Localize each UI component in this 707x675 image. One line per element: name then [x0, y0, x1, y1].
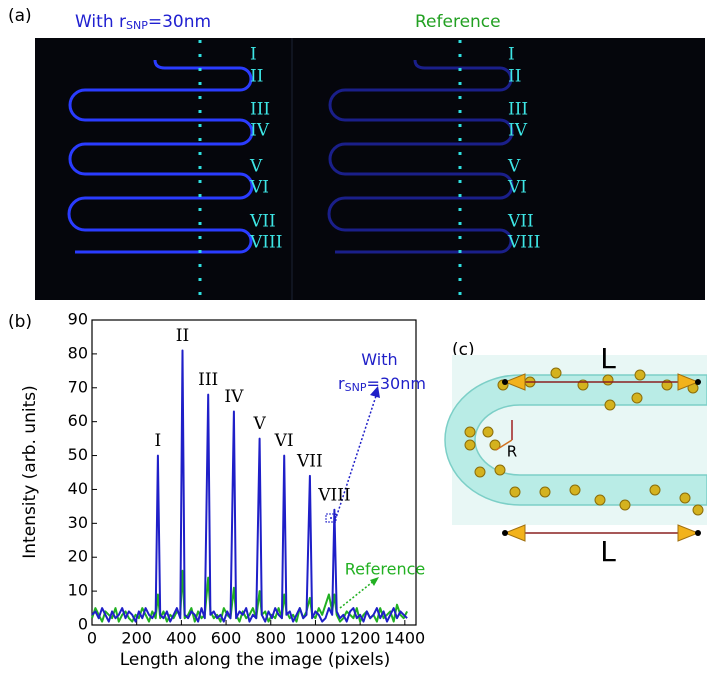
sphere: [464, 426, 476, 438]
sphere: [569, 484, 581, 496]
sphere: [602, 374, 614, 386]
arrow-head: [370, 577, 379, 586]
peak-label: II: [176, 326, 189, 346]
x-tick-label: 200: [121, 629, 152, 648]
sphere: [539, 486, 551, 498]
nanoparticles: [464, 367, 704, 516]
marker-label: II: [508, 67, 521, 87]
waveguide-reference: [327, 59, 514, 254]
marker-label: IV: [250, 121, 270, 141]
x-tick-label: 1400: [384, 629, 425, 648]
x-tick-label: 800: [255, 629, 286, 648]
plot-frame: [91, 319, 417, 626]
panel-label: (a): [8, 6, 32, 26]
marker-label: III: [250, 100, 270, 120]
panel-label: (b): [8, 312, 32, 332]
legend-label: With rSNP=30nm: [338, 350, 426, 395]
marker-label: I: [250, 45, 257, 65]
sphere: [649, 484, 661, 496]
peak-label: III: [198, 370, 218, 390]
marker-label: II: [250, 67, 263, 87]
image-background: [35, 38, 705, 300]
sphere: [509, 486, 521, 498]
y-tick-label: 80: [68, 343, 88, 362]
peak-label: I: [155, 431, 162, 451]
marker-label: III: [508, 100, 528, 120]
sphere: [631, 392, 643, 404]
marker-label: VII: [249, 212, 276, 232]
length-label: L: [600, 535, 616, 568]
sphere: [550, 367, 562, 379]
marker-label: VIII: [249, 233, 282, 253]
y-tick-label: 90: [68, 310, 88, 329]
waveguide: [67, 59, 254, 254]
sphere: [474, 466, 486, 478]
peak-label: VI: [274, 431, 294, 451]
peak-label: VIII: [317, 485, 350, 505]
marker-label: VI: [249, 178, 269, 198]
sphere: [494, 464, 506, 476]
y-tick-label: 70: [68, 377, 88, 396]
x-tick-label: 1000: [295, 629, 336, 648]
y-tick-label: 40: [68, 479, 88, 498]
marker-label: I: [508, 45, 515, 65]
y-tick-label: 60: [68, 411, 88, 430]
y-tick-label: 50: [68, 445, 88, 464]
arrow-head: [370, 386, 380, 398]
annotation-arrow: [339, 579, 376, 609]
y-axis-label: Intensity (arb. units): [20, 385, 40, 558]
peak-label: VII: [296, 451, 323, 471]
y-tick-label: 20: [68, 547, 88, 566]
marker-label: V: [507, 157, 521, 177]
marker-label: VIII: [507, 233, 540, 253]
series-line: [91, 569, 408, 623]
annotation-box: [325, 513, 337, 523]
sphere: [692, 504, 704, 516]
length-arrow: [502, 373, 701, 391]
sphere: [634, 369, 646, 381]
sphere: [482, 426, 494, 438]
sphere: [489, 439, 501, 451]
x-tick-label: 400: [166, 629, 197, 648]
radius-arrow: [495, 439, 513, 451]
legend-label: Reference: [345, 560, 426, 579]
sphere: [464, 439, 476, 451]
x-axis-label: Length along the image (pixels): [120, 650, 391, 670]
image-title: With rSNP=30nm: [75, 12, 211, 32]
sphere: [619, 499, 631, 511]
x-tick-label: 1200: [340, 629, 381, 648]
y-tick-label: 0: [78, 615, 88, 634]
peak-label: V: [252, 414, 266, 434]
y-tick-label: 10: [68, 581, 88, 600]
length-label: L: [600, 342, 616, 375]
marker-label: IV: [508, 121, 528, 141]
sphere: [679, 492, 691, 504]
y-tick-label: 30: [68, 513, 88, 532]
peak-label: IV: [224, 387, 244, 407]
x-tick-label: 0: [87, 629, 97, 648]
sphere: [604, 399, 616, 411]
x-tick-label: 600: [211, 629, 242, 648]
radius-label: R: [507, 443, 517, 461]
sphere: [594, 494, 606, 506]
image-title: Reference: [415, 12, 501, 32]
marker-label: VII: [507, 212, 534, 232]
series-line: [91, 349, 408, 623]
marker-label: V: [249, 157, 263, 177]
marker-label: VI: [507, 178, 527, 198]
length-arrow: [502, 524, 701, 542]
